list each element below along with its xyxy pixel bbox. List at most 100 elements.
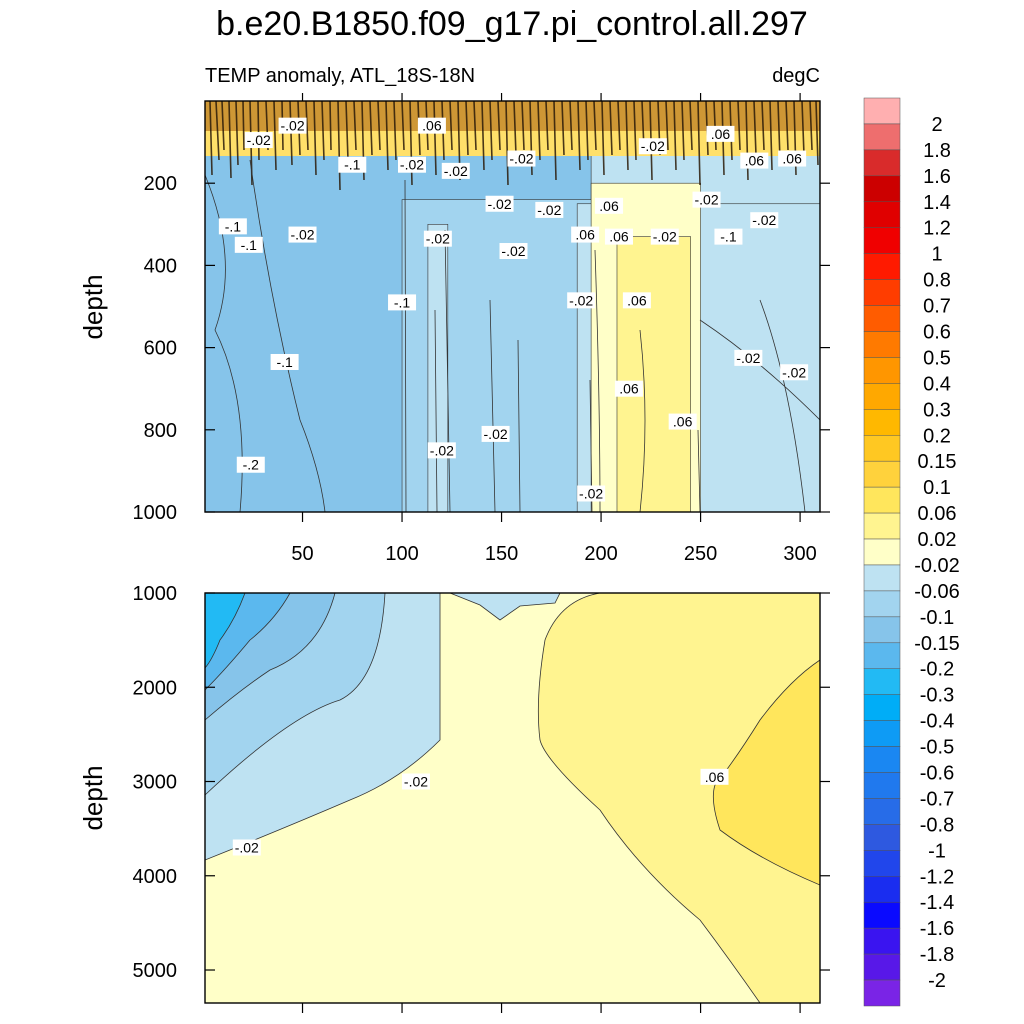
x-tick-label: 50 <box>291 543 313 565</box>
contour-label-box <box>338 156 367 173</box>
colorbar-swatch <box>863 253 901 280</box>
colorbar-label: 0.06 <box>918 503 957 525</box>
upper-y-axis: 200 400 600 800 1000 <box>133 173 830 524</box>
lower-y-axis: 1000 2000 3000 4000 5000 <box>133 583 830 982</box>
colorbar-label: -0.1 <box>920 607 954 629</box>
colorbar-label: 2 <box>931 114 942 136</box>
upper-contour-wiggles <box>205 159 820 512</box>
contour-label-box <box>288 226 317 243</box>
colorbar-label: -1.8 <box>920 944 954 966</box>
colorbar-swatch <box>863 564 901 592</box>
contour-label: -.1 <box>720 229 737 245</box>
colorbar-swatch <box>863 460 901 488</box>
colorbar-swatch <box>863 201 901 228</box>
upper-y-axis-label: depth <box>78 274 108 339</box>
contour-label: .06 <box>599 198 619 214</box>
contour-label: -.02 <box>444 163 468 179</box>
contour-label-box <box>778 150 807 167</box>
colorbar-swatch <box>863 538 901 566</box>
contour-label-box <box>401 773 430 790</box>
colorbar-label: -0.8 <box>920 814 954 836</box>
colorbar-label: 0.15 <box>918 451 957 473</box>
contour-label: .06 <box>673 414 693 430</box>
colorbar-swatch <box>863 175 901 203</box>
colorbar-swatch <box>863 331 901 358</box>
contour-label-box <box>218 218 247 235</box>
contour-label: -.02 <box>641 138 665 154</box>
colorbar-label: -0.5 <box>920 737 954 759</box>
colorbar-swatch <box>863 512 901 540</box>
contour-label-box <box>485 195 514 212</box>
upper-panel-frame <box>204 100 821 513</box>
contour-label-box <box>270 353 299 370</box>
surface-contour-striations <box>209 101 819 191</box>
colorbar-label: 1.4 <box>923 192 951 214</box>
y-tick-label: 400 <box>144 255 177 277</box>
colorbar-label: 0.8 <box>923 270 951 292</box>
contour-label: -.02 <box>653 229 677 245</box>
y-tick-label: 1000 <box>133 583 178 605</box>
colorbar-swatch <box>863 824 901 851</box>
contour-label-box <box>232 839 261 856</box>
colorbar-label: 0.02 <box>918 529 957 551</box>
colorbar-label: -0.02 <box>914 555 960 577</box>
x-tick-label: 150 <box>485 543 518 565</box>
contour-label-box <box>441 162 470 179</box>
contour-label-box <box>423 230 452 247</box>
y-tick-label: 1000 <box>133 502 178 524</box>
contour-label: -.1 <box>344 157 361 173</box>
colorbar-swatch <box>863 305 901 332</box>
contour-label-box <box>740 152 769 169</box>
contour-label-box <box>234 236 263 253</box>
contour-label-box <box>417 117 446 134</box>
colorbar-label: -1.2 <box>920 866 954 888</box>
colorbar-label: 0.4 <box>923 373 951 395</box>
contour-label-box <box>668 413 697 430</box>
colorbar: 2 1.8 1.6 1.4 1.2 1 0.8 0.7 0.6 0.5 0.4 0.3 0.2 0.15 0… <box>863 97 960 1007</box>
contour-label-box <box>780 364 809 381</box>
x-tick-label: 100 <box>385 543 418 565</box>
contour-label-box <box>278 117 307 134</box>
contour-label: -.02 <box>430 442 454 458</box>
colorbar-label: 0.1 <box>923 477 951 499</box>
contour-label: .06 <box>422 118 442 134</box>
colorbar-label: 0.2 <box>923 425 951 447</box>
colorbar-swatch <box>863 876 901 903</box>
colorbar-swatch <box>863 927 901 955</box>
contour-label: .06 <box>782 151 802 167</box>
colorbar-label: -0.7 <box>920 788 954 810</box>
lower-y-axis-label: depth <box>78 765 108 830</box>
contour-label-box <box>481 425 510 442</box>
colorbar-label: -2 <box>928 970 946 992</box>
contour-label: -.1 <box>241 237 258 253</box>
contour-label: -.02 <box>247 132 271 148</box>
colorbar-swatch <box>863 97 901 125</box>
colorbar-label: -1.4 <box>920 892 954 914</box>
contour-label-box <box>507 150 536 167</box>
colorbar-label: -0.6 <box>920 763 954 785</box>
lower-panel-frame <box>204 592 821 1004</box>
chart-title: b.e20.B1850.f09_g17.pi_control.all.297 <box>216 5 808 43</box>
colorbar-swatch <box>863 746 901 773</box>
contour-band <box>616 236 691 512</box>
contour-label-box <box>577 485 606 502</box>
y-tick-label: 5000 <box>133 960 178 982</box>
colorbar-swatch <box>863 227 901 254</box>
colorbar-swatch <box>863 486 901 514</box>
colorbar-label: 0.7 <box>923 296 951 318</box>
colorbar-swatch <box>863 409 901 436</box>
contour-label: -.02 <box>537 202 561 218</box>
colorbar-swatch <box>863 953 901 981</box>
contour-label: .06 <box>711 126 731 142</box>
contour-label: -.02 <box>484 426 508 442</box>
contour-label-box <box>734 349 763 366</box>
contour-label-box <box>614 380 643 397</box>
contour-label: -.02 <box>752 212 776 228</box>
contour-label: .06 <box>745 153 765 169</box>
contour-label: .06 <box>627 292 647 308</box>
colorbar-label: -0.4 <box>920 711 954 733</box>
chart-units: degC <box>772 65 820 87</box>
contour-label: .06 <box>705 769 725 785</box>
upper-surface-noise <box>205 101 820 512</box>
